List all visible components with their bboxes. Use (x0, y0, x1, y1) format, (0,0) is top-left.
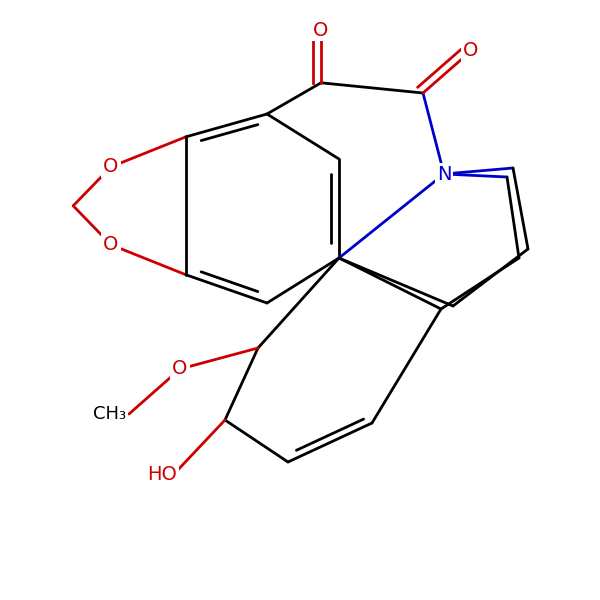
Text: HO: HO (147, 464, 177, 484)
Text: CH₃: CH₃ (93, 405, 126, 423)
Text: O: O (172, 359, 188, 379)
Text: O: O (103, 235, 119, 254)
Text: N: N (437, 164, 451, 184)
Text: O: O (103, 157, 119, 176)
Text: O: O (313, 20, 329, 40)
Text: O: O (463, 41, 479, 61)
